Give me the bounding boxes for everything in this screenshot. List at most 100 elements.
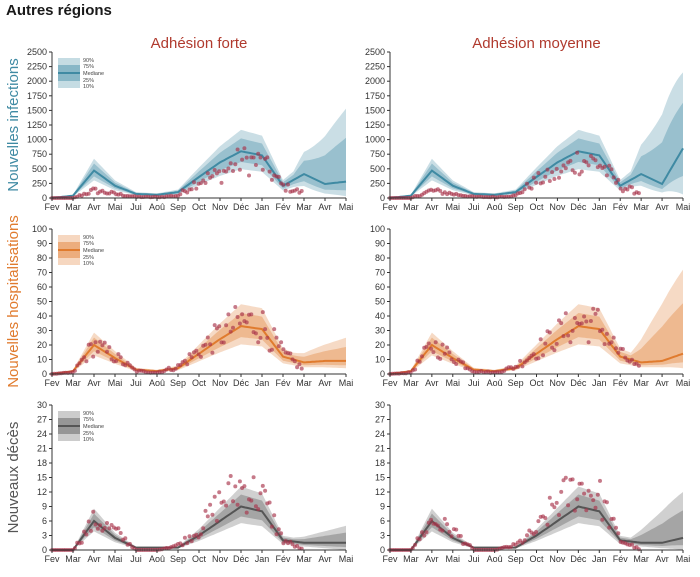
observed-point — [187, 534, 192, 539]
observed-point — [100, 343, 105, 348]
median-line — [389, 325, 684, 375]
band-90 — [390, 486, 683, 550]
observed-point — [604, 173, 609, 178]
band-90 — [390, 269, 683, 374]
observed-point — [281, 182, 286, 187]
observed-point — [233, 484, 238, 489]
observed-point — [205, 335, 210, 340]
x-tick-label: Jan — [592, 202, 607, 212]
legend-label: 10% — [83, 437, 94, 443]
observed-point — [509, 544, 513, 549]
observed-point — [607, 525, 612, 530]
legend-label: 10% — [83, 84, 94, 90]
y-tick-label: 3 — [380, 531, 385, 541]
observed-point — [529, 186, 534, 191]
observed-point — [543, 341, 548, 346]
observed-point — [584, 160, 589, 165]
x-tick-label: Avr — [425, 378, 438, 388]
observed-point — [550, 502, 555, 507]
x-tick-label: Sep — [508, 554, 524, 564]
x-tick-label: Avr — [318, 202, 331, 212]
observed-point — [543, 516, 548, 520]
observed-point — [72, 368, 77, 373]
observed-point — [554, 166, 559, 171]
observed-point — [292, 359, 297, 364]
observed-point — [598, 478, 602, 483]
x-tick-label: Fév — [275, 202, 291, 212]
observed-point — [433, 340, 438, 345]
observed-point — [570, 328, 575, 333]
observed-point — [224, 169, 229, 174]
observed-point — [602, 342, 607, 347]
observed-point — [586, 163, 591, 168]
y-tick-label: 40 — [375, 311, 385, 321]
y-tick-label: 80 — [375, 253, 385, 263]
observed-point — [100, 528, 105, 533]
observed-point — [557, 175, 561, 180]
x-tick-label: Oct — [529, 378, 544, 388]
observed-point — [212, 323, 217, 328]
x-tick-label: Mai — [446, 202, 461, 212]
x-tick-label: Sep — [508, 202, 524, 212]
observed-point — [577, 172, 582, 177]
x-tick-label: Fev — [382, 378, 398, 388]
observed-point — [77, 361, 82, 366]
observed-point — [95, 526, 100, 531]
observed-point — [550, 170, 555, 175]
observed-point — [420, 354, 424, 359]
observed-point — [265, 155, 270, 160]
observed-point — [196, 535, 201, 540]
observed-point — [123, 536, 128, 541]
observed-point — [413, 542, 418, 547]
x-tick-label: Mai — [676, 378, 691, 388]
observed-point — [525, 181, 529, 186]
observed-point — [449, 357, 454, 362]
observed-point — [269, 177, 274, 182]
y-tick-label: 30 — [375, 400, 385, 410]
observed-point — [552, 505, 557, 510]
observed-point — [233, 162, 238, 167]
observed-point — [525, 533, 529, 538]
observed-point — [566, 503, 571, 508]
y-tick-label: 21 — [375, 444, 385, 454]
observed-point — [210, 512, 215, 517]
observed-point — [541, 180, 545, 185]
y-tick-label: 60 — [375, 282, 385, 292]
x-tick-label: Fev — [382, 554, 398, 564]
y-tick-label: 250 — [32, 178, 47, 188]
observed-point — [570, 477, 575, 482]
y-tick-label: 9 — [380, 502, 385, 512]
observed-point — [198, 181, 203, 186]
observed-point — [276, 344, 281, 349]
y-tick-label: 30 — [37, 400, 47, 410]
observed-point — [616, 531, 621, 536]
observed-point — [260, 483, 265, 488]
observed-point — [203, 181, 208, 185]
row-title: Nouveaux décès — [5, 422, 22, 534]
observed-point — [253, 504, 258, 509]
observed-point — [79, 540, 84, 545]
panel-hospitalisations-0: 0 10 20 30 40 50 60 70 80 90 100 Fev Mar Avr Mai Jui Aoû… — [32, 224, 353, 388]
observed-point — [127, 541, 132, 546]
observed-point — [231, 499, 235, 504]
x-tick-label: Avr — [318, 554, 331, 564]
observed-point — [586, 488, 591, 493]
x-tick-label: Mar — [633, 202, 649, 212]
observed-point — [572, 508, 577, 513]
observed-point — [260, 310, 265, 315]
observed-point — [274, 532, 279, 537]
x-tick-label: Avr — [87, 554, 100, 564]
x-tick-label: Fev — [44, 378, 60, 388]
legend-label: Mediane — [83, 424, 104, 430]
observed-point — [591, 498, 596, 503]
observed-point — [547, 495, 552, 500]
observed-point — [518, 358, 523, 363]
observed-point — [586, 340, 591, 345]
observed-point — [107, 526, 112, 531]
observed-point — [95, 349, 100, 354]
x-tick-label: Jui — [130, 554, 142, 564]
observed-point — [84, 532, 89, 537]
observed-point — [288, 351, 293, 356]
x-tick-label: Oct — [192, 554, 207, 564]
observed-point — [584, 319, 589, 324]
